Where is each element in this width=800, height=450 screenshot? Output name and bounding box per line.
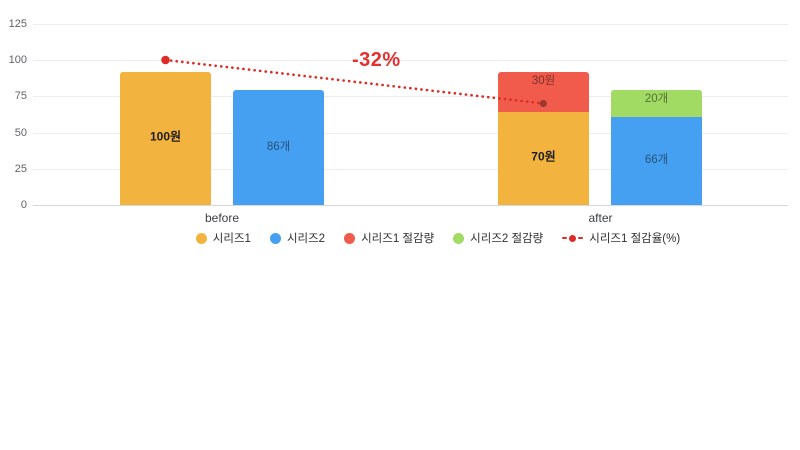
bar-시리즈2-before[interactable] xyxy=(233,90,324,205)
y-axis-tick-100: 100 xyxy=(8,54,27,66)
bar-label-시리즈1-before: 100원 xyxy=(149,129,182,144)
gridline-0 xyxy=(33,205,788,206)
gridline-25 xyxy=(33,168,788,170)
bar-시리즈1-after[interactable] xyxy=(498,111,589,205)
legend-label: 시리즈2 절감량 xyxy=(470,233,544,245)
legend-label: 시리즈1 xyxy=(212,233,251,245)
legend-swatch-icon xyxy=(195,232,207,244)
legend-item-시리즈2 절감량[interactable]: 시리즈2 절감량 xyxy=(453,230,543,246)
legend-line-dash-icon xyxy=(578,236,584,240)
bar-시리즈2 절감량-after[interactable] xyxy=(611,90,702,118)
gridline-100 xyxy=(33,60,788,61)
bar-label-시리즈1-after: 70원 xyxy=(531,149,556,164)
y-axis-tick-125: 125 xyxy=(8,17,27,30)
chart-legend: 시리즈1 시리즈2 시리즈1 절감량 시리즈2 절감량 시리즈1 절감율(%) xyxy=(76,230,800,246)
y-axis-tick-75: 75 xyxy=(14,90,27,103)
legend-swatch-icon xyxy=(344,232,356,244)
x-axis-label-after: after xyxy=(588,211,613,225)
y-axis-tick-0: 0 xyxy=(20,199,27,211)
bar-label-시리즈1 절감량-after: 30원 xyxy=(531,74,556,87)
bar-label-시리즈2-before: 86개 xyxy=(266,140,291,153)
gridline-125 xyxy=(33,23,788,25)
legend-swatch-icon xyxy=(453,232,465,244)
legend-label: 시리즈1 절감율(%) xyxy=(589,233,681,245)
legend-item-시리즈1 절감율(%)[interactable]: 시리즈1 절감율(%) xyxy=(562,230,680,246)
legend-line-swatch-icon xyxy=(562,234,584,242)
legend-label: 시리즈1 절감량 xyxy=(361,233,435,245)
legend-label: 시리즈2 xyxy=(286,233,326,245)
bar-시리즈2-after[interactable] xyxy=(611,117,702,205)
y-axis-tick-50: 50 xyxy=(14,126,27,139)
y-axis-tick-25: 25 xyxy=(14,162,27,175)
legend-line-dot-icon xyxy=(569,234,577,242)
legend-item-시리즈1 절감량[interactable]: 시리즈1 절감량 xyxy=(344,230,434,246)
legend-item-시리즈2[interactable]: 시리즈2 xyxy=(269,230,326,246)
legend-line-dash-icon xyxy=(562,236,568,240)
bar-label-시리즈2 절감량-after: 20개 xyxy=(644,93,669,106)
bar-label-시리즈2-after: 66개 xyxy=(644,154,669,167)
x-axis-label-before: before xyxy=(204,211,240,225)
annotation-percent-change: -32% xyxy=(352,49,401,71)
plot-area: 0 25 50 75 100 125 100원 70원 86개 66개 30원 20개 -32% b… xyxy=(8,17,788,225)
legend-swatch-icon xyxy=(269,232,281,244)
legend-item-시리즈1[interactable]: 시리즈1 xyxy=(195,230,251,246)
gridline-50 xyxy=(33,132,788,134)
